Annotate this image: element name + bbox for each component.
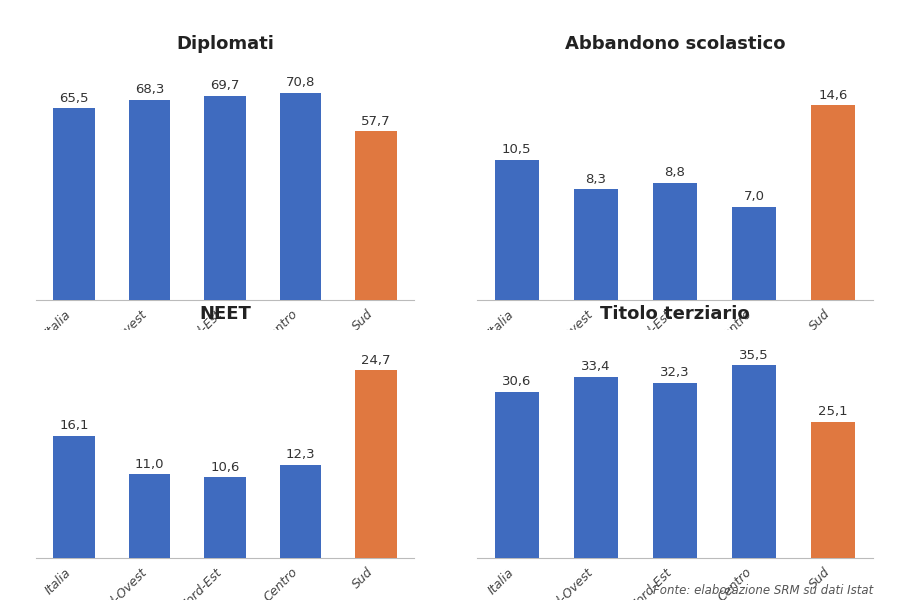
Bar [653,383,697,558]
Title: Diplomati: Diplomati [176,35,274,53]
Text: Alcune componenti del sistema formativo: confronto tra macroaree. Anno 2023 (dat: Alcune componenti del sistema formativo:… [14,14,839,32]
Text: 32,3: 32,3 [661,366,689,379]
Text: 69,7: 69,7 [211,79,239,92]
Text: 8,3: 8,3 [585,173,607,186]
Text: 68,3: 68,3 [135,83,164,97]
Bar [812,106,855,300]
Text: 8,8: 8,8 [664,166,686,179]
Text: 16,1: 16,1 [59,419,89,432]
Text: 25,1: 25,1 [818,406,848,418]
Bar [653,182,697,300]
Text: 7,0: 7,0 [743,190,765,203]
Bar [280,464,321,558]
Bar [129,100,170,300]
Text: 24,7: 24,7 [361,354,391,367]
Text: 35,5: 35,5 [739,349,769,362]
Text: 33,4: 33,4 [581,360,610,373]
Text: 12,3: 12,3 [285,448,315,461]
Bar [495,392,538,558]
Bar [356,370,397,558]
Bar [204,96,246,300]
Bar [129,475,170,558]
Title: Titolo terziario: Titolo terziario [600,305,750,323]
Bar [53,108,94,300]
Bar [204,478,246,558]
Bar [574,190,617,300]
Title: Abbandono scolastico: Abbandono scolastico [565,35,785,53]
Bar [733,365,776,558]
Text: 14,6: 14,6 [819,89,848,102]
Title: NEET: NEET [199,305,251,323]
Bar [53,436,94,558]
Text: 30,6: 30,6 [502,376,531,388]
Text: Fonte: elaborazione SRM su dati Istat: Fonte: elaborazione SRM su dati Istat [652,584,873,597]
Text: 10,5: 10,5 [502,143,532,157]
Text: 57,7: 57,7 [361,115,391,128]
Bar [495,160,538,300]
Text: 11,0: 11,0 [135,458,164,471]
Bar [356,131,397,300]
Text: 10,6: 10,6 [211,461,239,474]
Text: 65,5: 65,5 [59,92,89,104]
Text: 70,8: 70,8 [286,76,315,89]
Bar [280,93,321,300]
Bar [812,422,855,558]
Bar [733,206,776,300]
Bar [574,377,617,558]
